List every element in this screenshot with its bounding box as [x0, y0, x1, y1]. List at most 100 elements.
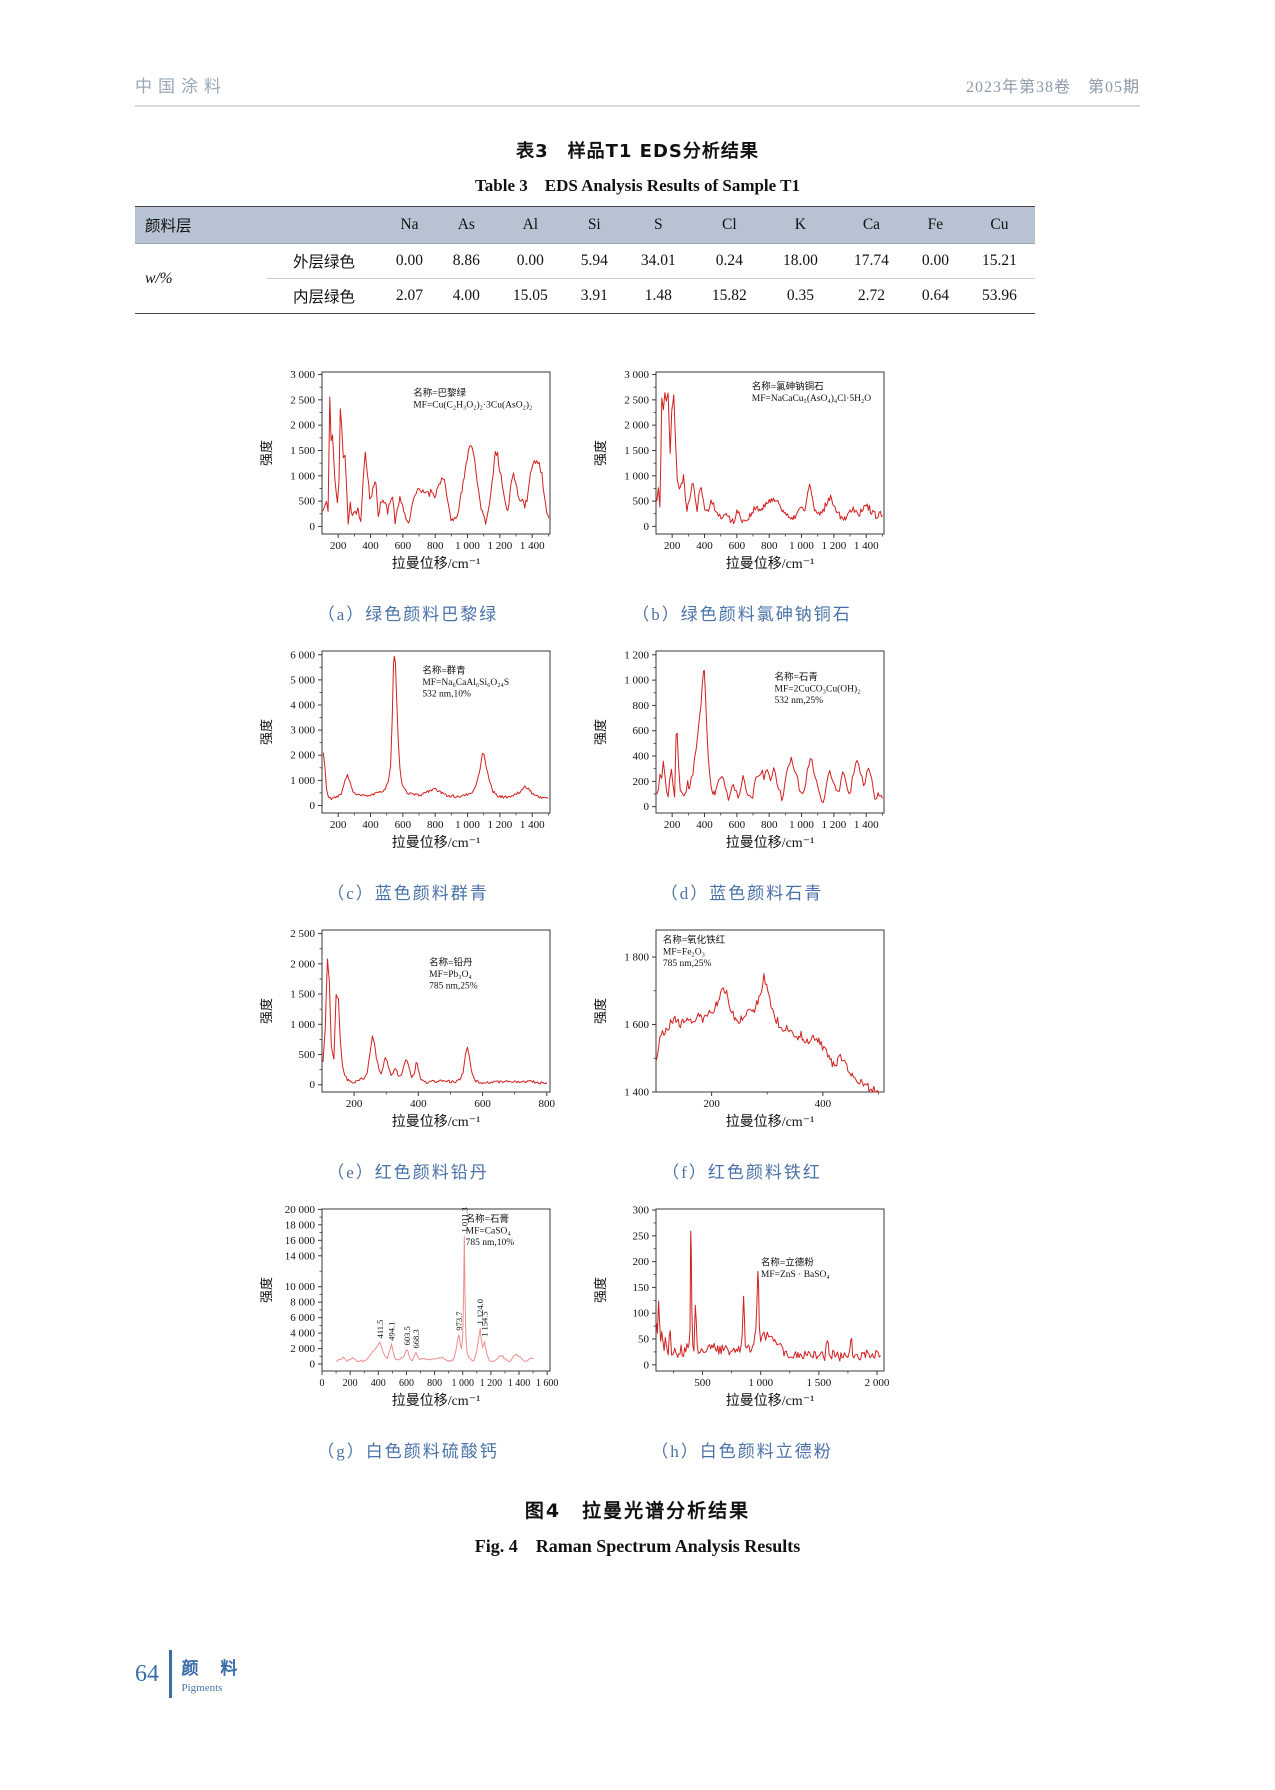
col-header-as: As: [437, 206, 495, 244]
svg-text:785 nm,25%: 785 nm,25%: [663, 959, 712, 969]
svg-text:1 400: 1 400: [520, 540, 545, 552]
svg-text:20 000: 20 000: [285, 1204, 316, 1216]
svg-text:18 000: 18 000: [285, 1219, 316, 1231]
svg-text:1 500: 1 500: [806, 1377, 831, 1389]
chart-g: 0 200 400 600 800 1 000 1 200 1 400 1 600 0 2 000 4…: [258, 1195, 558, 1474]
chart-f-caption: （f）红色颜料铁红: [662, 1163, 822, 1182]
cell-value: 0.24: [693, 243, 765, 279]
figure-4-grid: 200 400 600 800 1 000 1 200 1 400 0 500 1 000 1 50…: [258, 358, 892, 1474]
cell-value: 15.21: [963, 243, 1035, 279]
svg-text:600: 600: [395, 819, 412, 831]
svg-text:500: 500: [299, 496, 316, 508]
svg-text:800: 800: [761, 540, 778, 552]
svg-text:800: 800: [427, 819, 444, 831]
raman-plot-e: 200 400 600 800 0 500 1 000 1 500 2 000 2 500 强度 拉曼…: [258, 916, 558, 1155]
svg-text:785 nm,10%: 785 nm,10%: [466, 1238, 515, 1248]
svg-text:1 000: 1 000: [789, 540, 814, 552]
svg-text:2 000: 2 000: [290, 958, 315, 970]
svg-text:400: 400: [696, 819, 713, 831]
footer-section-en: Pigments: [181, 1682, 223, 1694]
svg-text:800: 800: [427, 540, 444, 552]
svg-text:50: 50: [638, 1334, 650, 1346]
svg-text:拉曼位移/cm⁻¹: 拉曼位移/cm⁻¹: [392, 556, 481, 572]
svg-text:16 000: 16 000: [285, 1235, 316, 1247]
svg-text:2 500: 2 500: [290, 394, 315, 406]
raman-plot-d: 200 400 600 800 1 000 1 200 1 400 0 200 400 600 800…: [592, 637, 892, 876]
chart-e: 200 400 600 800 0 500 1 000 1 500 2 000 2 500 强度 拉曼…: [258, 916, 558, 1195]
cell-value: 8.86: [437, 243, 495, 279]
svg-text:MF=Pb₃O₄: MF=Pb₃O₄: [429, 970, 472, 980]
svg-text:0: 0: [310, 1079, 316, 1091]
raman-plot-a: 200 400 600 800 1 000 1 200 1 400 0 500 1 000 1 50…: [258, 358, 558, 597]
table-row: 内层绿色 2.07 4.00 15.05 3.91 1.48 15.82 0.3…: [135, 279, 1035, 314]
svg-text:0: 0: [310, 1359, 316, 1371]
svg-text:400: 400: [410, 1098, 427, 1110]
svg-text:603.5: 603.5: [402, 1326, 412, 1345]
layer-name: 外层绿色: [267, 243, 381, 279]
svg-text:2 500: 2 500: [290, 928, 315, 940]
svg-text:400: 400: [362, 819, 379, 831]
svg-text:0: 0: [320, 1378, 325, 1389]
svg-text:2 000: 2 000: [290, 750, 315, 762]
svg-text:500: 500: [299, 1049, 316, 1061]
svg-text:400: 400: [362, 540, 379, 552]
svg-text:名称=立德粉: 名称=立德粉: [761, 1257, 814, 1269]
chart-h: 500 1 000 1 500 2 000 0 50 100 150 200 250 300 强度 拉曼…: [592, 1195, 892, 1474]
cell-value: 0.00: [906, 243, 964, 279]
svg-text:3 000: 3 000: [290, 369, 315, 381]
svg-text:拉曼位移/cm⁻¹: 拉曼位移/cm⁻¹: [392, 1114, 481, 1130]
footer-divider: [169, 1650, 172, 1698]
col-header-fe: Fe: [906, 206, 964, 244]
svg-text:785 nm,25%: 785 nm,25%: [429, 982, 478, 992]
svg-text:3 000: 3 000: [290, 725, 315, 737]
svg-text:1 000: 1 000: [290, 470, 315, 482]
svg-text:1 500: 1 500: [624, 445, 649, 457]
footer-section-cn: 颜 料: [181, 1659, 246, 1679]
svg-text:2 000: 2 000: [865, 1377, 890, 1389]
svg-text:300: 300: [633, 1205, 650, 1217]
cell-value: 5.94: [565, 243, 623, 279]
svg-text:1 200: 1 200: [480, 1378, 503, 1389]
svg-text:400: 400: [815, 1098, 832, 1110]
svg-text:10 000: 10 000: [285, 1281, 316, 1293]
col-header-k: K: [764, 206, 836, 244]
svg-text:2 000: 2 000: [290, 1343, 315, 1355]
svg-text:MF=Cu(C₂H₃O₂)₂·3Cu(AsO₂)₂: MF=Cu(C₂H₃O₂)₂·3Cu(AsO₂)₂: [413, 400, 532, 411]
svg-text:532 nm,10%: 532 nm,10%: [422, 690, 471, 700]
chart-f: 200 400 1 400 1 600 1 800 强度 拉曼位移/cm⁻¹ 名称=氧化铁红 M…: [592, 916, 892, 1195]
svg-text:强度: 强度: [593, 1277, 608, 1303]
svg-text:600: 600: [399, 1378, 414, 1389]
svg-text:1 400: 1 400: [624, 1087, 649, 1099]
svg-text:800: 800: [633, 700, 650, 712]
chart-c-caption: （c）蓝色颜料群青: [327, 884, 489, 903]
svg-text:200: 200: [664, 540, 681, 552]
cell-value: 0.64: [921, 287, 949, 304]
page-number: 64: [135, 1660, 159, 1687]
cell-value: 0.35: [786, 287, 814, 304]
svg-text:200: 200: [633, 1256, 650, 1268]
svg-text:400: 400: [696, 540, 713, 552]
journal-name: 中国涂料: [135, 77, 227, 97]
svg-text:名称=巴黎绿: 名称=巴黎绿: [413, 387, 466, 399]
svg-text:1 000: 1 000: [290, 1019, 315, 1031]
svg-text:14 000: 14 000: [285, 1250, 316, 1262]
chart-d-caption: （d）蓝色颜料石青: [660, 884, 824, 903]
col-header-cu: Cu: [963, 206, 1035, 244]
svg-text:1 124.0: 1 124.0: [475, 1299, 485, 1325]
svg-text:2 500: 2 500: [624, 394, 649, 406]
svg-text:强度: 强度: [259, 719, 274, 745]
svg-text:拉曼位移/cm⁻¹: 拉曼位移/cm⁻¹: [726, 556, 815, 572]
cell-value: 3.91: [580, 287, 608, 304]
svg-text:0: 0: [644, 801, 650, 813]
cell-value: 2.07: [395, 287, 423, 304]
svg-text:强度: 强度: [259, 1277, 274, 1303]
svg-text:400: 400: [371, 1378, 386, 1389]
raman-plot-f: 200 400 1 400 1 600 1 800 强度 拉曼位移/cm⁻¹ 名称=氧化铁红 M…: [592, 916, 892, 1155]
row-group-label: w/%: [145, 269, 173, 287]
svg-text:强度: 强度: [593, 719, 608, 745]
cell-value: 15.05: [512, 287, 548, 304]
svg-text:1 011.3: 1 011.3: [459, 1207, 469, 1232]
svg-text:6 000: 6 000: [290, 1312, 315, 1324]
svg-text:拉曼位移/cm⁻¹: 拉曼位移/cm⁻¹: [392, 1393, 481, 1409]
svg-text:532 nm,25%: 532 nm,25%: [775, 696, 824, 706]
